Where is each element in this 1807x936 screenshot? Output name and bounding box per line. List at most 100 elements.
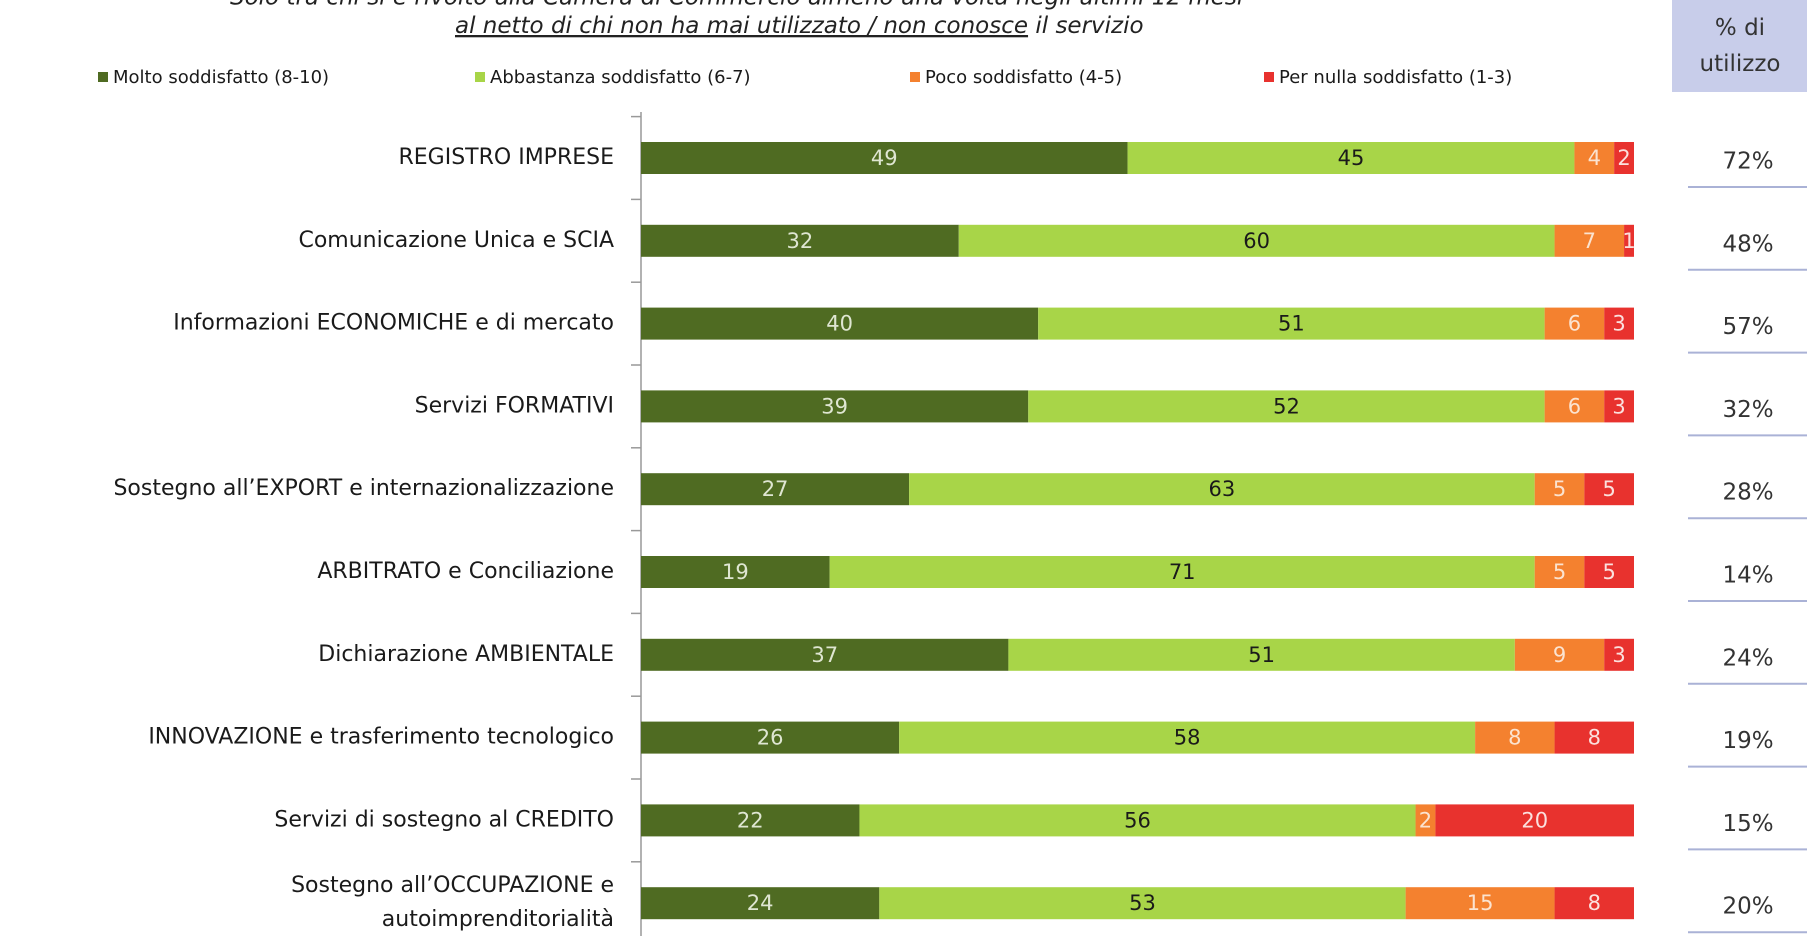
data-label: 3 (1612, 643, 1625, 667)
category-label: REGISTRO IMPRESE (398, 145, 614, 170)
data-label: 63 (1209, 477, 1236, 501)
bar-segment (1584, 473, 1634, 506)
bar-segment (1604, 390, 1634, 423)
data-label: 6 (1568, 312, 1581, 336)
subtitle-underlined: al netto di chi non ha mai utilizzato / … (455, 13, 1028, 39)
usage-value: 28% (1722, 480, 1773, 506)
usage-value: 19% (1722, 728, 1773, 754)
data-label: 3 (1612, 394, 1625, 418)
data-label: 71 (1169, 560, 1196, 584)
legend-swatch (475, 72, 485, 82)
chart-title: Solo tra chi si è rivolto alla Camera di… (230, 0, 1244, 11)
bar-segment (1514, 638, 1605, 671)
data-label: 26 (757, 726, 784, 750)
legend-label: Molto soddisfatto (8-10) (113, 67, 329, 88)
bar-segment (1544, 390, 1605, 423)
data-label: 40 (826, 312, 853, 336)
data-label: 20 (1521, 808, 1548, 832)
bar-segment (1584, 556, 1634, 588)
data-label: 2 (1617, 146, 1630, 170)
bar-segment (1405, 887, 1555, 920)
category-label: Servizi FORMATIVI (415, 393, 614, 418)
bar-segment (1475, 721, 1555, 754)
data-label: 45 (1338, 146, 1365, 170)
bar-segment (641, 390, 1029, 423)
category-label: Dichiarazione AMBIENTALE (318, 642, 614, 667)
legend-swatch (98, 72, 108, 82)
category-label: Informazioni ECONOMICHE e di mercato (173, 311, 614, 336)
usage-value: 15% (1722, 811, 1773, 837)
category-label: Sostegno all’EXPORT e internazionalizzaz… (113, 476, 614, 501)
data-label: 5 (1553, 477, 1566, 501)
bar-segment (1038, 307, 1545, 340)
data-label: 52 (1273, 394, 1300, 418)
chart-subtitle: al netto di chi non ha mai utilizzato / … (455, 13, 1144, 39)
bar-segment (1028, 390, 1545, 423)
bar-segment (641, 142, 1128, 174)
legend-label: Per nulla soddisfatto (1-3) (1279, 67, 1512, 88)
bar-segment (1415, 804, 1436, 837)
data-label: 9 (1553, 643, 1566, 667)
data-label: 5 (1602, 560, 1615, 584)
bar-segment (1534, 556, 1585, 588)
usage-value: 14% (1722, 563, 1773, 589)
category-label: Sostegno all’OCCUPAZIONE e autoimprendito… (291, 873, 614, 932)
data-label: 5 (1553, 560, 1566, 584)
bar-segment (641, 556, 830, 588)
bar-segment (879, 887, 1406, 920)
data-label: 15 (1467, 891, 1494, 915)
data-label: 53 (1129, 891, 1156, 915)
subtitle-rest: il servizio (1028, 13, 1144, 39)
bar-segment (1624, 224, 1634, 257)
bar-segment (641, 307, 1039, 340)
bar-segment (1554, 224, 1625, 257)
bar-segment (958, 224, 1555, 257)
legend-swatch (1264, 72, 1274, 82)
usage-value: 48% (1722, 231, 1773, 257)
data-label: 51 (1248, 643, 1275, 667)
usage-value: 24% (1722, 645, 1773, 671)
data-label: 27 (762, 477, 789, 501)
legend-swatch (910, 72, 920, 82)
data-label: 6 (1568, 394, 1581, 418)
bar-segment (641, 887, 880, 920)
bar-segment (641, 473, 910, 506)
data-label: 39 (821, 394, 848, 418)
usage-value: 20% (1722, 894, 1773, 920)
data-label: 37 (811, 643, 838, 667)
data-label: 8 (1588, 726, 1601, 750)
bar-segment (641, 721, 900, 754)
bar-segment (899, 721, 1476, 754)
bar-segment (641, 638, 1009, 671)
data-label: 22 (737, 808, 764, 832)
bar-segment (1435, 804, 1634, 837)
bar-segment (641, 224, 959, 257)
data-label: 19 (722, 560, 749, 584)
data-label: 56 (1124, 808, 1151, 832)
data-label: 3 (1612, 312, 1625, 336)
bar-segment (909, 473, 1535, 506)
bar-segment (1127, 142, 1575, 174)
usage-header-box (1672, 0, 1807, 92)
data-label: 24 (747, 891, 774, 915)
usage-value: 72% (1722, 149, 1773, 175)
data-label: 51 (1278, 312, 1305, 336)
legend-label: Poco soddisfatto (4-5) (925, 67, 1122, 88)
bar-segment (1554, 721, 1634, 754)
bar-segment (641, 804, 860, 837)
bar-segment (1574, 142, 1615, 174)
data-label: 4 (1588, 146, 1601, 170)
bar-segment (1614, 142, 1634, 174)
data-label: 8 (1588, 891, 1601, 915)
data-label: 5 (1602, 477, 1615, 501)
bar-segment (1534, 473, 1585, 506)
bar-segment (1008, 638, 1515, 671)
bar-segment (1544, 307, 1605, 340)
data-label: 1 (1622, 229, 1635, 253)
data-label: 60 (1243, 229, 1270, 253)
usage-value: 32% (1722, 397, 1773, 423)
category-label: ARBITRATO e Conciliazione (317, 559, 614, 584)
bar-segment (1604, 307, 1634, 340)
category-label: Servizi di sostegno al CREDITO (274, 807, 614, 832)
data-label: 58 (1174, 726, 1201, 750)
